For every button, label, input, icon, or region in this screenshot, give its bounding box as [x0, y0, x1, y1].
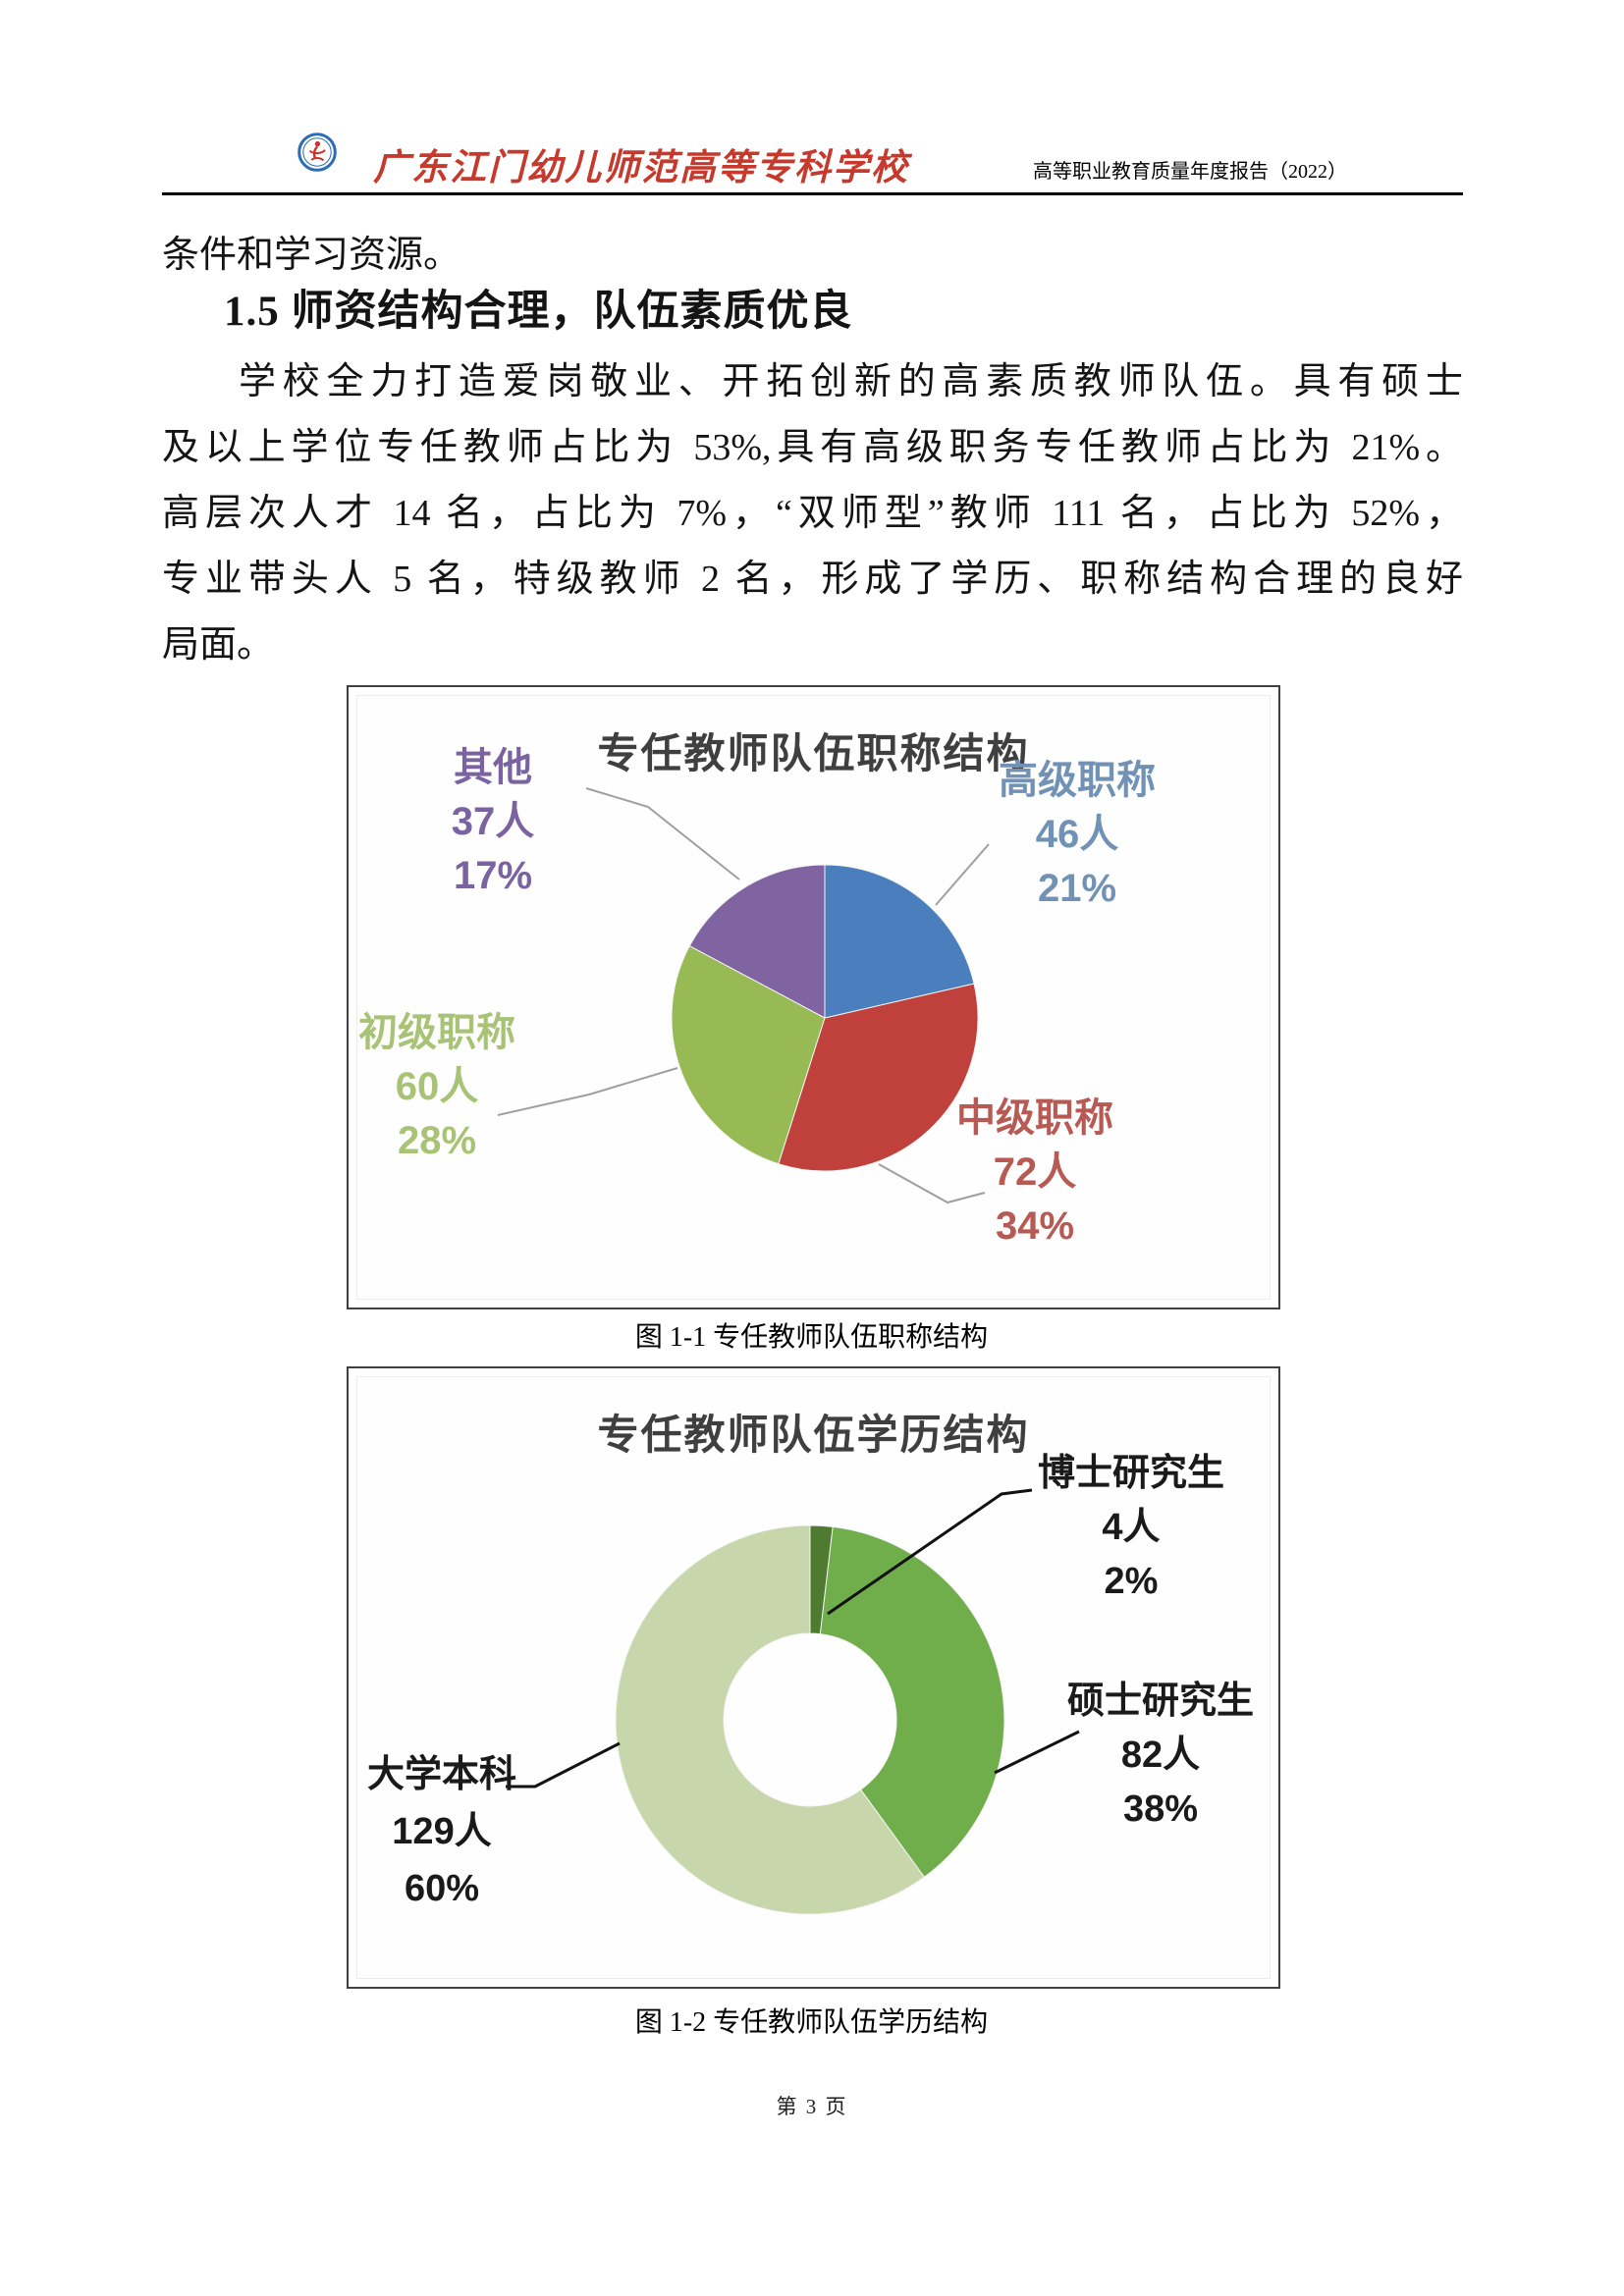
slice-label-percent: 21%: [1037, 867, 1117, 910]
slice-label-name: 大学本科: [366, 1754, 516, 1795]
pie-chart-svg: [497, 787, 990, 1204]
pie-slice-中级职称: [778, 983, 979, 1172]
pie-slice-高级职称: [824, 864, 975, 1019]
slice-label-count: 82人: [1120, 1735, 1201, 1776]
figure-2-chart: 专任教师队伍学历结构 博士研究生 4人 2% 硕士研究生 82人 38% 大学本…: [347, 1366, 1280, 1989]
slice-label-percent: 60%: [404, 1868, 480, 1909]
leader-line-qita: [585, 787, 740, 881]
slice-label-count: 72人: [993, 1150, 1077, 1194]
chart1-title: 专任教师队伍职称结构: [597, 730, 1030, 776]
paragraph-line: 及以上学位专任教师占比为 53%,具有高级职务专任教师占比为 21%。: [162, 427, 1463, 468]
leader-line-chuji: [497, 1067, 678, 1116]
slice-label-name: 其他: [454, 746, 532, 789]
school-logo-icon: [298, 133, 337, 172]
leader-line-boshi: [827, 1488, 1033, 1616]
page-number: 第 3 页: [776, 2095, 848, 2118]
slice-label-qita: 其他 37人 17%: [405, 741, 581, 903]
slice-label-name: 高级职称: [999, 759, 1156, 802]
slice-label-percent: 28%: [397, 1119, 477, 1162]
slice-label-count: 46人: [1035, 813, 1119, 856]
slice-label-count: 37人: [451, 800, 535, 843]
slice-label-percent: 34%: [995, 1204, 1075, 1248]
paragraph-line: 高层次人才 14 名，占比为 7%，“双师型”教师 111 名，占比为 52%，: [162, 493, 1463, 534]
slice-label-daxue: 大学本科 129人 60%: [349, 1746, 535, 1917]
slice-label-boshi: 博士研究生 4人 2%: [1008, 1447, 1254, 1609]
figure-2-caption: 图 1-2 专任教师队伍学历结构: [634, 2007, 989, 2038]
intro-line: 条件和学习资源。: [162, 235, 461, 276]
paragraph-line: 专业带头人 5 名，特级教师 2 名，形成了学历、职称结构合理的良好: [162, 559, 1463, 600]
slice-label-percent: 38%: [1122, 1789, 1199, 1830]
pie-slice-硕士研究生: [819, 1525, 1005, 1878]
slice-label-count: 60人: [395, 1065, 479, 1108]
figure-1-caption: 图 1-1 专任教师队伍职称结构: [634, 1322, 989, 1353]
paragraph-line: 局面。: [162, 624, 275, 666]
chart-frame: [356, 1376, 1271, 1979]
figure-1-chart: 专任教师队伍职称结构 其他 37人 17% 高级职称 46人 21% 初级职称 …: [347, 685, 1280, 1309]
slice-label-count: 129人: [392, 1811, 492, 1852]
slice-label-gaoji: 高级职称 46人 21%: [989, 754, 1165, 916]
pie-slice-其他: [688, 864, 826, 1019]
slice-label-count: 4人: [1102, 1507, 1161, 1548]
pie-slice-大学本科: [615, 1524, 926, 1915]
slice-label-name: 硕士研究生: [1066, 1681, 1254, 1722]
paragraph-line: 学校全力打造爱岗敬业、开拓创新的高素质教师队伍。具有硕士: [239, 361, 1463, 402]
header-divider: [162, 192, 1463, 195]
pie-slice-初级职称: [671, 945, 826, 1165]
pie-slice-博士研究生: [809, 1524, 834, 1635]
leader-line-gaoji: [935, 843, 990, 906]
slice-label-percent: 17%: [453, 854, 533, 897]
slice-label-zhongji: 中级职称 72人 34%: [947, 1092, 1123, 1254]
slice-label-name: 博士研究生: [1037, 1453, 1224, 1494]
slice-label-shuoshi: 硕士研究生 82人 38%: [1038, 1675, 1283, 1837]
section-heading: 1.5 师资结构合理，队伍素质优良: [224, 289, 853, 335]
slice-label-chuji: 初级职称 60人 28%: [349, 1006, 525, 1168]
chart-frame: [356, 695, 1271, 1300]
slice-label-name: 初级职称: [358, 1011, 515, 1054]
report-header-title: 高等职业教育质量年度报告（2022）: [1033, 161, 1347, 183]
leader-line-daxue: [506, 1741, 621, 1789]
school-name: 广东江门幼儿师范高等专科学校: [373, 148, 909, 188]
donut-chart-svg: [506, 1488, 1080, 1915]
leader-line-shuoshi: [994, 1730, 1080, 1775]
chart2-title: 专任教师队伍学历结构: [597, 1412, 1030, 1458]
slice-label-name: 中级职称: [956, 1096, 1113, 1140]
leader-line-zhongji: [878, 1163, 986, 1204]
slice-label-percent: 2%: [1104, 1561, 1159, 1602]
